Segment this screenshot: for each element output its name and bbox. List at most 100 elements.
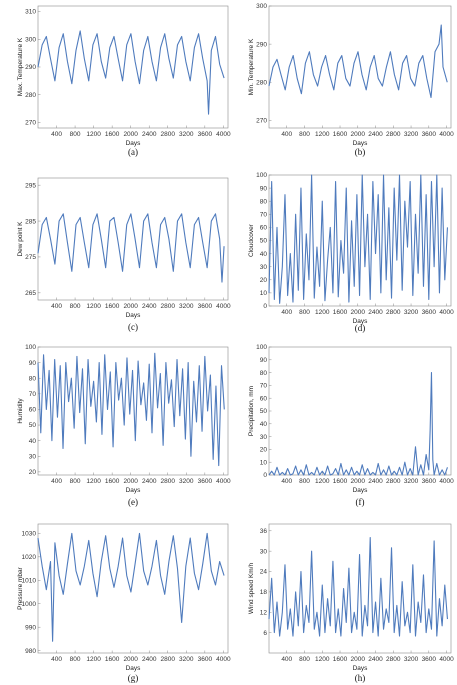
y-tick-label: 1020 <box>22 554 37 561</box>
y-tick-label: 290 <box>25 64 36 71</box>
x-tick-label: 400 <box>51 478 62 485</box>
y-tick-label: 0 <box>263 472 267 479</box>
y-axis-label: Pressure mbar <box>17 566 24 609</box>
y-tick-label: 40 <box>260 421 268 428</box>
x-axis-label: Days <box>126 140 142 147</box>
x-tick-label: 400 <box>51 656 62 663</box>
x-tick-label: 400 <box>281 656 292 663</box>
x-tick-label: 3200 <box>179 656 194 663</box>
y-tick-label: 270 <box>25 120 36 127</box>
y-tick-label: 1030 <box>22 531 37 538</box>
y-axis-label: Humidity <box>17 398 24 424</box>
x-tick-label: 800 <box>70 478 81 485</box>
y-tick-label: 275 <box>25 254 36 261</box>
x-tick-label: 4000 <box>216 478 231 485</box>
x-tick-label: 2400 <box>142 131 157 138</box>
y-tick-label: 1010 <box>22 577 37 584</box>
x-tick-label: 400 <box>281 131 292 138</box>
panel-caption: (b) <box>355 147 366 157</box>
y-tick-label: 10 <box>260 459 268 466</box>
y-tick-label: 60 <box>29 407 37 414</box>
x-tick-label: 800 <box>70 131 81 138</box>
y-tick-label: 20 <box>29 469 37 476</box>
x-tick-label: 2800 <box>161 478 176 485</box>
y-tick-label: 0 <box>263 303 267 310</box>
x-tick-label: 1600 <box>105 656 120 663</box>
y-tick-label: 36 <box>260 528 268 535</box>
x-tick-label: 2000 <box>351 478 366 485</box>
x-tick-label: 2000 <box>351 656 366 663</box>
x-tick-label: 400 <box>51 303 62 310</box>
panel-caption: (c) <box>128 322 138 332</box>
panel-caption: (e) <box>128 497 138 507</box>
chart-panel-f: 0 10 20 30 40 50 60 70 80 90 100 400 800 1200 1600 2000… <box>248 344 454 507</box>
x-tick-label: 2800 <box>386 309 401 316</box>
x-tick-label: 3600 <box>198 131 213 138</box>
x-tick-label: 1600 <box>333 478 348 485</box>
x-tick-label: 1200 <box>315 309 330 316</box>
x-tick-label: 1600 <box>333 656 348 663</box>
x-tick-label: 2400 <box>142 303 157 310</box>
y-tick-label: 12 <box>260 609 268 616</box>
y-tick-label: 90 <box>260 185 268 192</box>
x-tick-label: 3600 <box>422 309 437 316</box>
x-axis-label: Days <box>353 487 369 494</box>
panel-caption: (a) <box>128 147 138 157</box>
x-tick-label: 1600 <box>333 131 348 138</box>
x-tick-label: 2400 <box>368 309 383 316</box>
y-tick-label: 280 <box>25 92 36 99</box>
y-axis-label: Dew point K <box>17 221 24 257</box>
x-tick-label: 2800 <box>386 478 401 485</box>
y-tick-label: 24 <box>260 569 268 576</box>
y-tick-label: 50 <box>260 408 268 415</box>
x-tick-label: 3600 <box>422 478 437 485</box>
x-tick-label: 2400 <box>368 131 383 138</box>
x-tick-label: 3200 <box>404 478 419 485</box>
y-tick-label: 40 <box>260 251 268 258</box>
y-tick-label: 18 <box>260 589 268 596</box>
x-tick-label: 800 <box>299 309 310 316</box>
x-tick-label: 3600 <box>198 303 213 310</box>
series-line-f <box>268 372 448 476</box>
x-axis-label: Days <box>126 665 142 672</box>
x-tick-label: 2000 <box>123 303 138 310</box>
x-tick-label: 4000 <box>439 309 454 316</box>
x-tick-label: 3200 <box>404 309 419 316</box>
chart-panel-e: 20 30 40 50 60 70 80 90 100 400 800 1200 1600 2000 240… <box>17 344 231 507</box>
series-line-e <box>37 352 225 467</box>
plot-frame <box>268 346 452 476</box>
x-tick-label: 1600 <box>105 478 120 485</box>
x-tick-label: 3200 <box>404 656 419 663</box>
x-tick-label: 2000 <box>123 131 138 138</box>
x-tick-label: 1200 <box>315 478 330 485</box>
x-tick-label: 3600 <box>198 478 213 485</box>
x-tick-label: 4000 <box>216 131 231 138</box>
y-tick-label: 6 <box>263 630 267 637</box>
x-tick-label: 3200 <box>179 131 194 138</box>
y-tick-label: 100 <box>25 344 36 351</box>
x-tick-label: 2800 <box>161 131 176 138</box>
x-tick-label: 3200 <box>404 131 419 138</box>
x-axis-label: Days <box>353 318 369 325</box>
y-tick-label: 80 <box>260 198 268 205</box>
x-tick-label: 800 <box>299 131 310 138</box>
y-tick-label: 300 <box>25 36 36 43</box>
y-tick-label: 20 <box>260 447 268 454</box>
x-tick-label: 2800 <box>386 656 401 663</box>
x-tick-label: 2400 <box>368 656 383 663</box>
x-tick-label: 1600 <box>105 131 120 138</box>
x-tick-label: 1600 <box>105 303 120 310</box>
plot-frame <box>37 5 229 129</box>
series-line-h <box>268 537 448 637</box>
series-line-g <box>37 532 225 642</box>
x-tick-label: 2000 <box>123 656 138 663</box>
x-tick-label: 2000 <box>123 478 138 485</box>
x-tick-label: 800 <box>299 656 310 663</box>
x-tick-label: 2000 <box>351 309 366 316</box>
y-tick-label: 20 <box>260 277 268 284</box>
x-tick-label: 1200 <box>86 303 101 310</box>
x-tick-label: 2000 <box>351 131 366 138</box>
plot-frame <box>268 5 452 129</box>
chart-panel-c: 265 275 285 295 400 800 1200 1600 2000 2400 2800 32… <box>17 177 231 332</box>
y-tick-label: 30 <box>29 453 37 460</box>
